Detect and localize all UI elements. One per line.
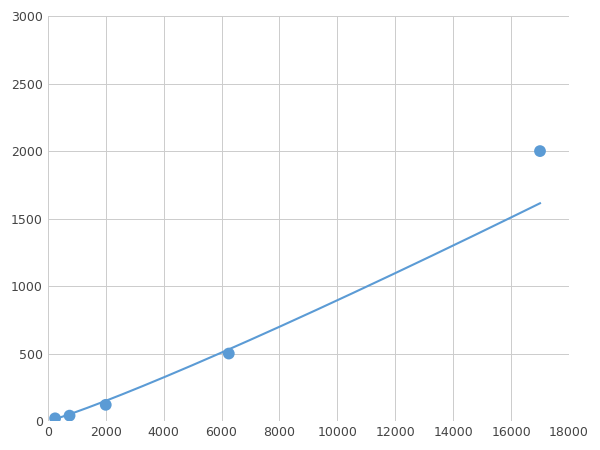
Point (535, 148, 545, 155)
Point (50, 415, 60, 422)
Point (65, 412, 74, 419)
Point (224, 350, 233, 357)
Point (101, 401, 110, 409)
